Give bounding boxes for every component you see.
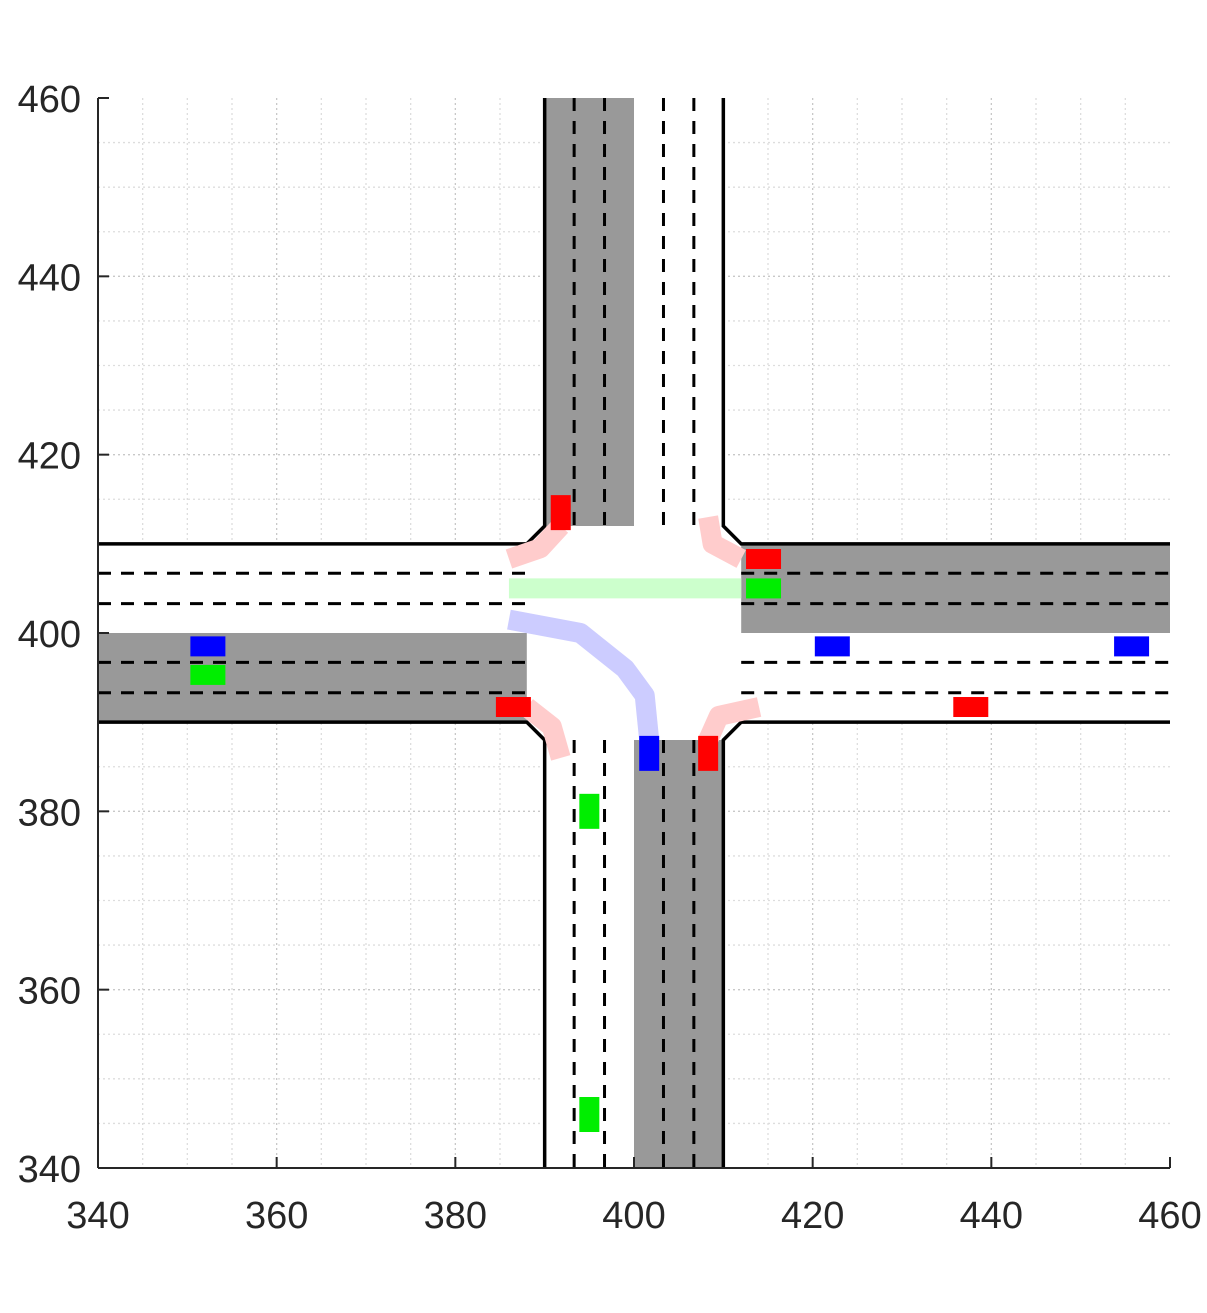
vehicle	[579, 793, 600, 829]
x-tick-label: 360	[245, 1195, 308, 1237]
vehicle	[579, 1097, 600, 1132]
vehicle-path	[698, 515, 746, 568]
vehicle	[953, 697, 989, 718]
vehicle	[190, 664, 226, 685]
x-tick-label: 380	[424, 1195, 487, 1237]
shaded-lane-horizontal	[741, 543, 1170, 633]
y-tick-label: 440	[18, 257, 81, 299]
y-tick-labels: 340 360 380 400 420 440 460	[18, 79, 81, 1191]
vehicle-path	[520, 699, 571, 761]
shaded-lane-vertical	[544, 98, 634, 526]
x-tick-label: 460	[1138, 1195, 1201, 1237]
road-edge-se	[721, 720, 1170, 1168]
vehicles	[190, 495, 1150, 1132]
vehicle	[495, 697, 531, 718]
road-edge-sw	[98, 720, 547, 1168]
vehicle	[746, 578, 782, 599]
y-tick-label: 400	[18, 614, 81, 656]
y-tick-label: 380	[18, 792, 81, 834]
vehicle-path	[507, 609, 660, 741]
vehicle	[698, 735, 719, 771]
vehicle	[550, 495, 571, 531]
x-tick-label: 420	[781, 1195, 844, 1237]
x-tick-label: 440	[960, 1195, 1023, 1237]
axes	[97, 97, 1171, 1169]
vehicle	[1114, 636, 1150, 657]
x-tick-label: 340	[66, 1195, 129, 1237]
vehicle-paths	[505, 515, 762, 761]
shaded-lane-vertical	[634, 740, 724, 1168]
y-tick-label: 460	[18, 79, 81, 121]
x-tick-label: 400	[602, 1195, 665, 1237]
road-edge-ne	[721, 98, 1170, 546]
vehicle	[814, 636, 850, 657]
y-tick-label: 360	[18, 971, 81, 1013]
vehicle-path	[699, 697, 762, 745]
y-tick-label: 420	[18, 436, 81, 478]
vehicle	[746, 548, 782, 569]
y-tick-label: 340	[18, 1149, 81, 1191]
shaded-lane-horizontal	[98, 633, 527, 723]
vehicle-path	[505, 519, 569, 569]
road-edge-nw	[98, 98, 547, 546]
x-tick-labels: 340 360 380 400 420 440 460	[66, 1195, 1201, 1237]
vehicle	[639, 735, 660, 771]
vehicle	[190, 636, 226, 657]
